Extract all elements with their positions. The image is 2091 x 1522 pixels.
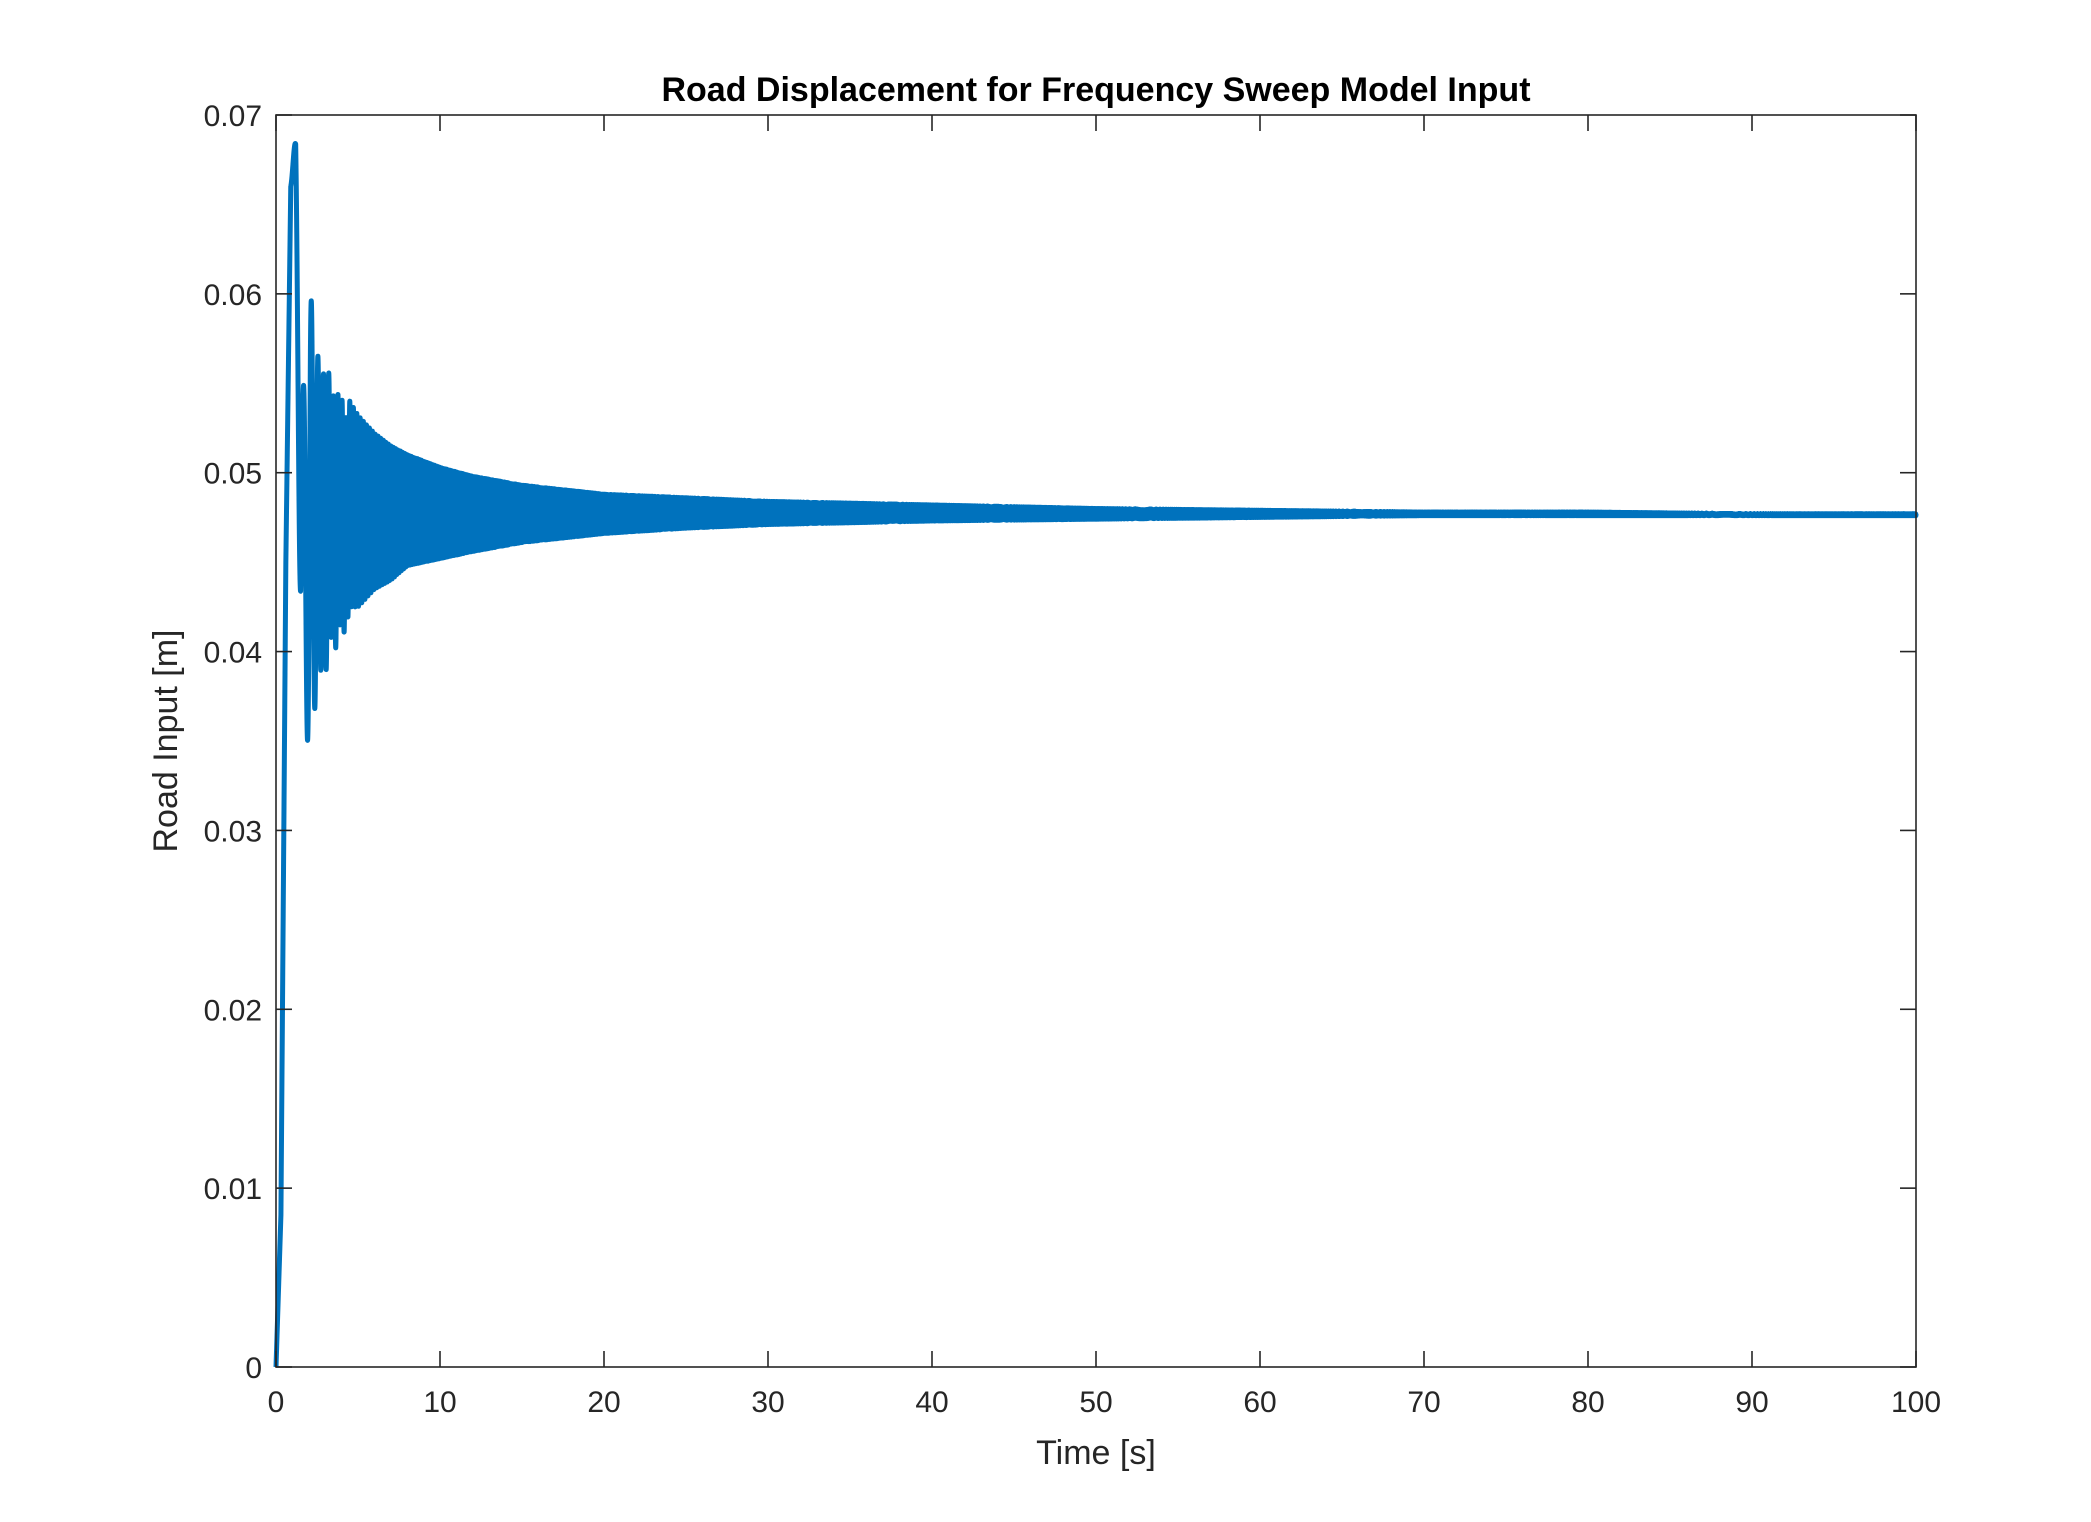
y-tick-label: 0 bbox=[245, 1352, 262, 1385]
x-axis-label: Time [s] bbox=[1036, 1434, 1156, 1472]
chart-title: Road Displacement for Frequency Sweep Mo… bbox=[661, 71, 1530, 109]
x-tick-label: 10 bbox=[423, 1386, 456, 1419]
ticks-layer: 0 10 20 30 40 50 60 70 80 90 100 0 0.01 0.02 0.03 0.04 0… bbox=[204, 100, 1941, 1419]
x-tick-label: 0 bbox=[268, 1386, 285, 1419]
y-axis-label: Road Input [m] bbox=[147, 629, 185, 852]
y-tick-label: 0.05 bbox=[204, 458, 262, 491]
x-tick-label: 80 bbox=[1571, 1386, 1604, 1419]
x-tick-label: 90 bbox=[1735, 1386, 1768, 1419]
y-tick-label: 0.01 bbox=[204, 1173, 262, 1206]
y-tick-label: 0.03 bbox=[204, 815, 262, 848]
y-tick-label: 0.06 bbox=[204, 279, 262, 312]
x-tick-label: 20 bbox=[587, 1386, 620, 1419]
x-tick-label: 40 bbox=[915, 1386, 948, 1419]
x-tick-label: 30 bbox=[751, 1386, 784, 1419]
y-tick-label: 0.02 bbox=[204, 994, 262, 1027]
plot-area-background bbox=[276, 115, 1916, 1367]
x-tick-label: 70 bbox=[1407, 1386, 1440, 1419]
x-tick-label: 50 bbox=[1079, 1386, 1112, 1419]
x-tick-label: 60 bbox=[1243, 1386, 1276, 1419]
y-tick-label: 0.07 bbox=[204, 100, 262, 133]
x-tick-label: 100 bbox=[1891, 1386, 1941, 1419]
y-tick-label: 0.04 bbox=[204, 637, 262, 670]
series-layer bbox=[273, 140, 1919, 1368]
series-line bbox=[273, 140, 1919, 1368]
